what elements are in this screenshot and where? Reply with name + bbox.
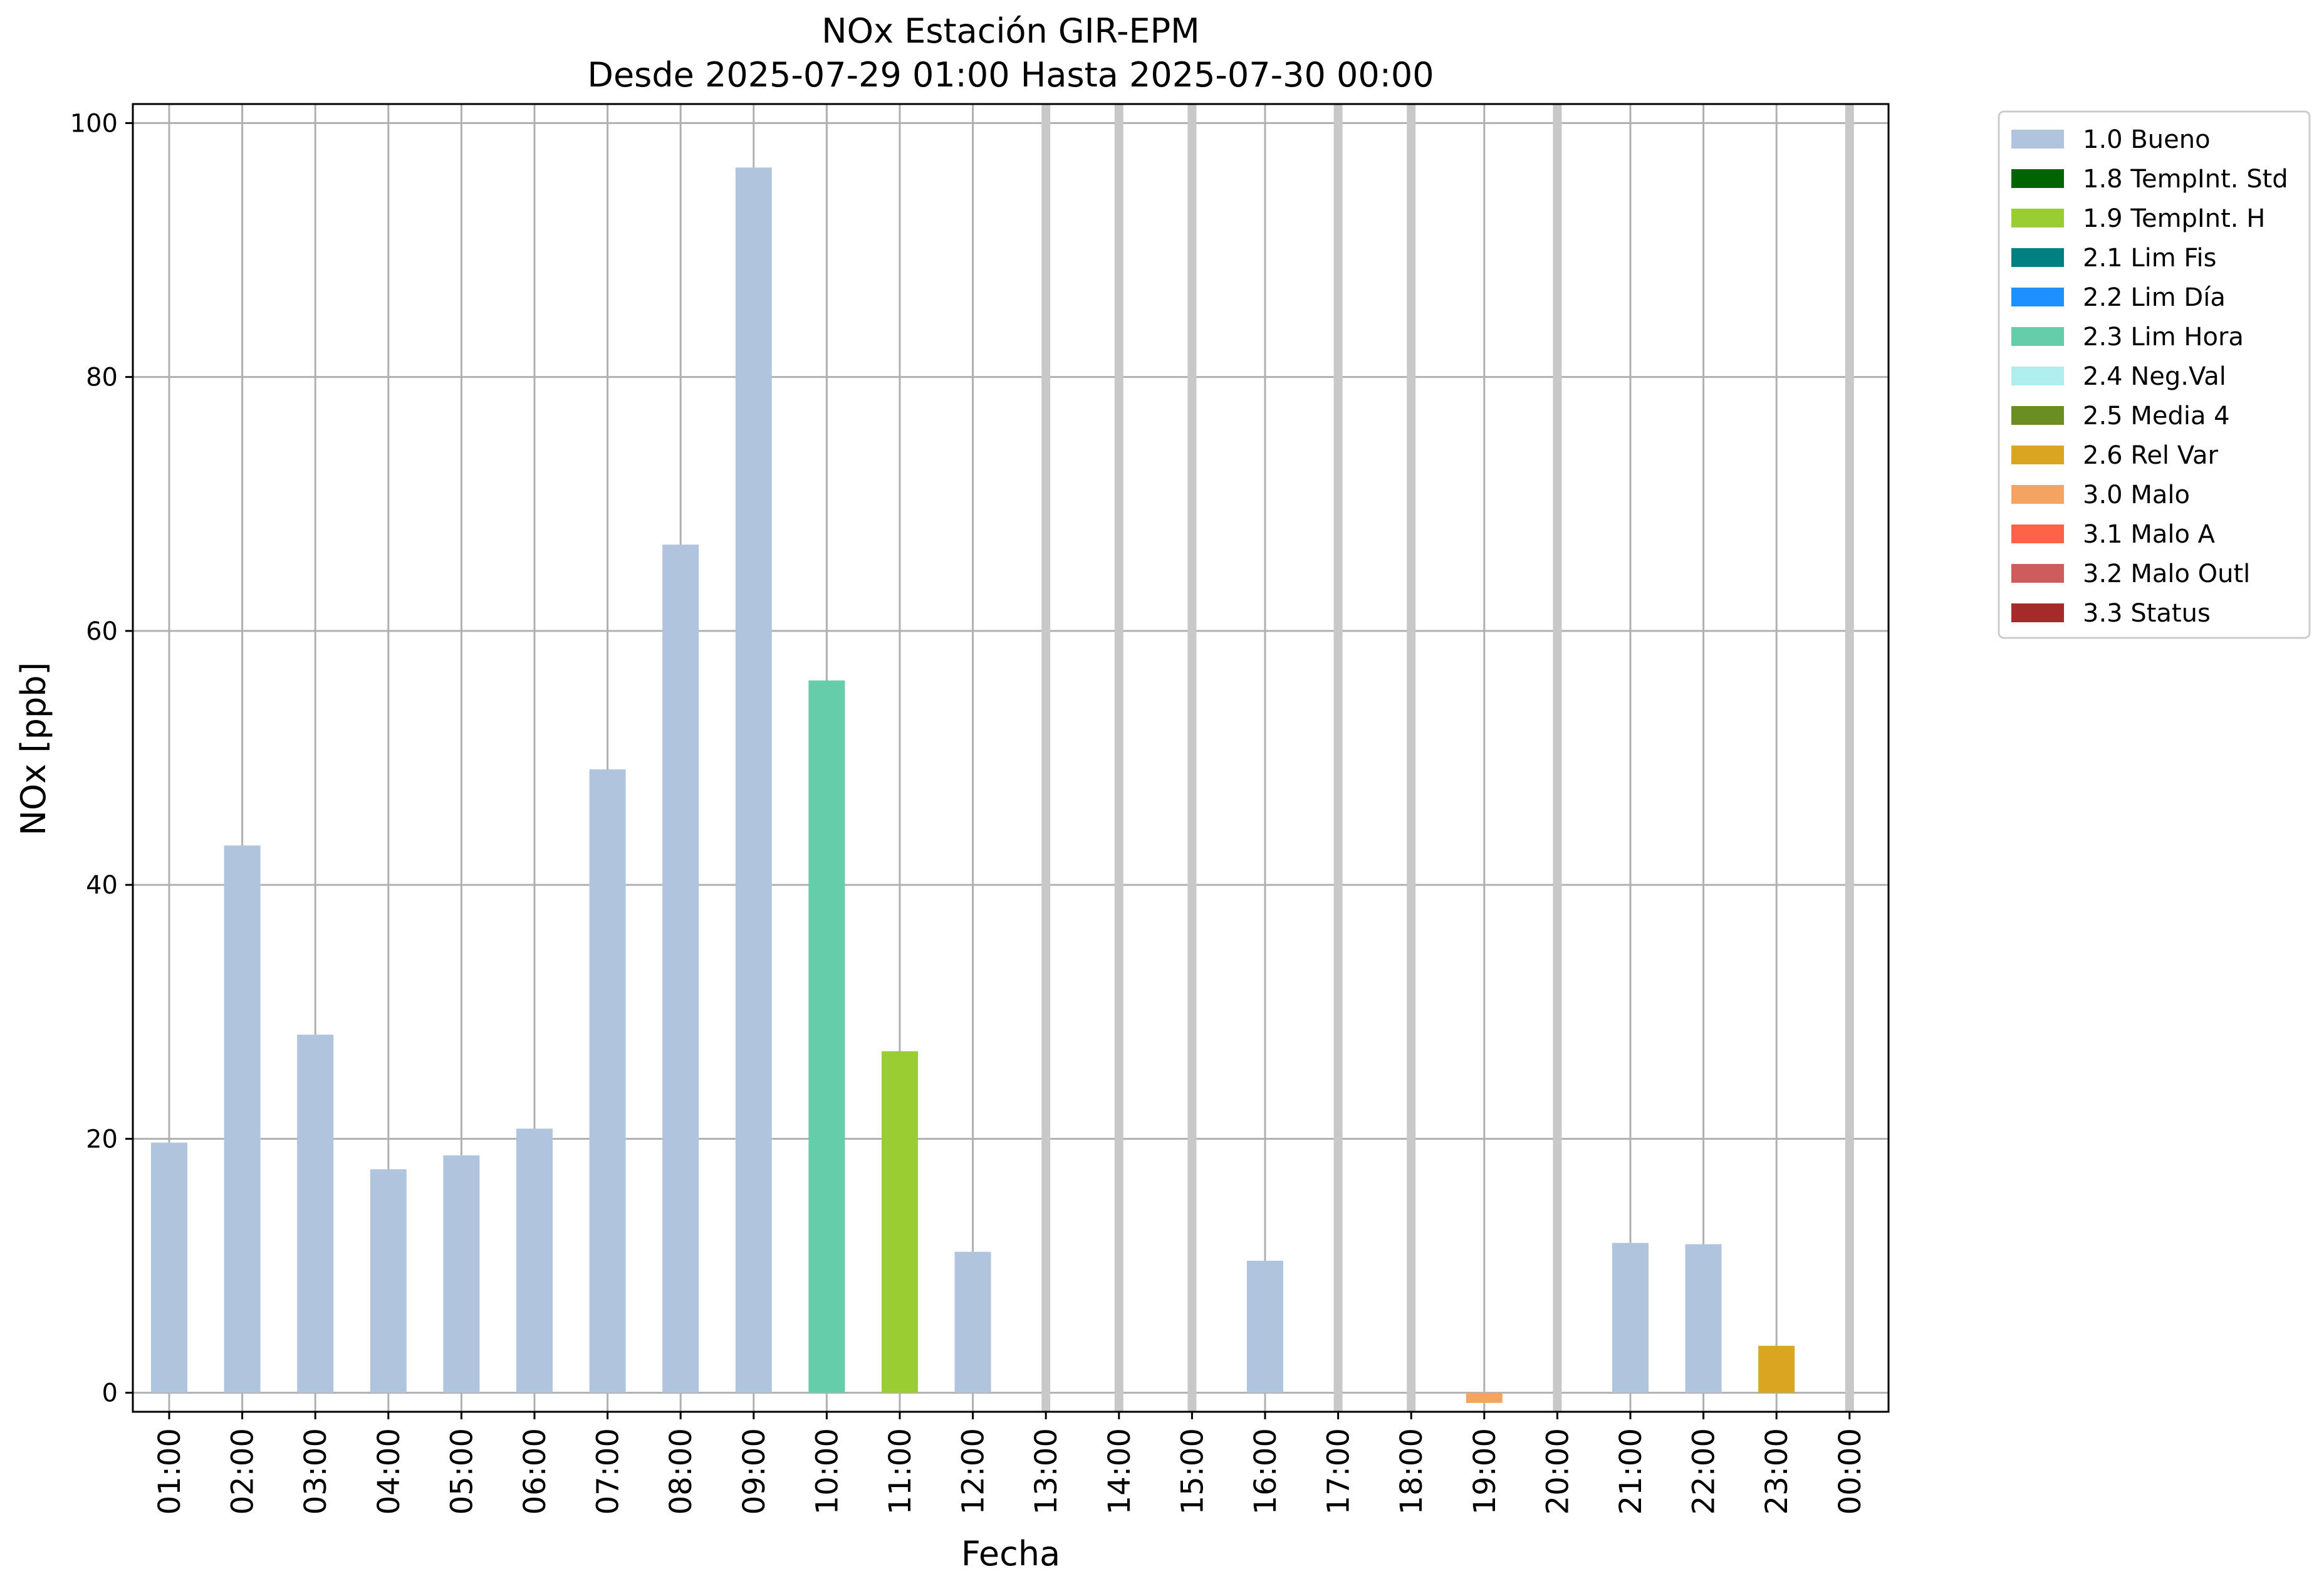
x-tick-label: 22:00 (1687, 1428, 1722, 1515)
bar-04:00 (370, 1169, 407, 1393)
x-tick-label: 19:00 (1467, 1428, 1503, 1515)
x-tick-label: 17:00 (1321, 1428, 1357, 1515)
bar-16:00 (1247, 1260, 1283, 1393)
x-tick-label: 20:00 (1540, 1428, 1575, 1515)
legend-label: 2.1 Lim Fis (2083, 244, 2216, 273)
plot-frame (132, 103, 1890, 1413)
y-ticks: 0 20 40 60 80 100 (70, 109, 133, 1408)
legend-label: 2.3 Lim Hora (2083, 323, 2244, 352)
bar-10:00 (808, 680, 845, 1393)
missing-data-marker (1333, 104, 1343, 1412)
y-tick-label: 60 (86, 617, 118, 646)
x-tick-label: 01:00 (152, 1428, 187, 1515)
y-tick-label: 20 (86, 1125, 118, 1154)
legend-swatch (2011, 130, 2064, 149)
missing-data-marker (1553, 104, 1562, 1412)
legend-swatch (2011, 564, 2064, 583)
legend-swatch (2011, 524, 2064, 543)
legend-label: 1.9 TempInt. H (2083, 204, 2265, 233)
legend-swatch (2011, 603, 2064, 622)
legend-label: 3.1 Malo A (2083, 520, 2216, 549)
bars (151, 167, 1795, 1403)
bar-06:00 (516, 1129, 553, 1393)
x-tick-label: 07:00 (591, 1428, 626, 1515)
x-tick-label: 11:00 (883, 1428, 918, 1515)
x-tick-label: 15:00 (1175, 1428, 1210, 1515)
bar-01:00 (151, 1142, 187, 1393)
bar-23:00 (1758, 1345, 1795, 1393)
bar-19:00 (1466, 1392, 1503, 1403)
legend-swatch (2011, 209, 2064, 227)
missing-data-marker (1114, 104, 1123, 1412)
legend-label: 2.5 Media 4 (2083, 402, 2230, 430)
bar-11:00 (882, 1051, 918, 1393)
legend-label: 2.6 Rel Var (2083, 441, 2219, 470)
bar-21:00 (1612, 1243, 1649, 1393)
bar-05:00 (443, 1155, 480, 1393)
legend-label: 1.8 TempInt. Std (2083, 165, 2288, 194)
y-tick-label: 0 (102, 1379, 118, 1408)
legend-label: 2.2 Lim Día (2083, 283, 2226, 312)
x-axis-label: Fecha (961, 1534, 1060, 1573)
y-tick-label: 40 (86, 871, 118, 900)
x-tick-label: 06:00 (518, 1428, 553, 1515)
bar-07:00 (589, 769, 626, 1393)
x-tick-label: 16:00 (1248, 1428, 1283, 1515)
x-tick-label: 04:00 (372, 1428, 407, 1515)
missing-data-marker (1187, 104, 1197, 1412)
legend-label: 3.2 Malo Outl (2083, 560, 2250, 588)
legend-swatch (2011, 485, 2064, 504)
x-tick-label: 10:00 (810, 1428, 845, 1515)
legend-label: 2.4 Neg.Val (2083, 362, 2226, 391)
bar-03:00 (297, 1035, 334, 1393)
missing-data-marker (1845, 104, 1854, 1412)
x-ticks: 01:00 02:00 03:00 04:00 05:00 06:00 07:00 08:00… (152, 1412, 1868, 1515)
missing-data-markers (1041, 104, 1854, 1412)
bar-09:00 (735, 167, 772, 1393)
bar-02:00 (224, 845, 261, 1393)
bar-22:00 (1685, 1244, 1722, 1393)
x-tick-label: 05:00 (444, 1428, 479, 1515)
legend-swatch (2011, 169, 2064, 188)
legend-swatch (2011, 446, 2064, 464)
y-axis-label: NOx [ppb] (14, 662, 53, 836)
x-tick-label: 00:00 (1833, 1428, 1868, 1515)
legend-label: 3.3 Status (2083, 599, 2211, 628)
x-tick-label: 02:00 (226, 1428, 261, 1515)
legend-label: 3.0 Malo (2083, 481, 2190, 509)
bar-08:00 (662, 545, 699, 1393)
chart-subtitle: Desde 2025-07-29 01:00 Hasta 2025-07-30 … (587, 55, 1434, 95)
x-tick-label: 18:00 (1394, 1428, 1429, 1515)
x-tick-label: 13:00 (1029, 1428, 1064, 1515)
x-tick-label: 23:00 (1759, 1428, 1795, 1515)
x-tick-label: 09:00 (737, 1428, 772, 1515)
missing-data-marker (1407, 104, 1416, 1412)
x-tick-label: 14:00 (1102, 1428, 1137, 1515)
missing-data-marker (1041, 104, 1051, 1412)
x-tick-label: 03:00 (298, 1428, 333, 1515)
y-tick-label: 100 (70, 109, 118, 138)
legend-swatch (2011, 367, 2064, 385)
legend-swatch (2011, 288, 2064, 306)
bar-12:00 (954, 1251, 991, 1393)
chart-title: NOx Estación GIR-EPM (821, 11, 1200, 51)
legend-swatch (2011, 327, 2064, 346)
y-tick-label: 80 (86, 363, 118, 392)
legend-swatch (2011, 248, 2064, 267)
legend-frame (1998, 110, 2311, 639)
legend: 1.0 Bueno 1.8 TempInt. Std 1.9 TempInt. H 2… (1998, 110, 2311, 639)
x-tick-label: 12:00 (956, 1428, 991, 1515)
x-tick-label: 21:00 (1613, 1428, 1649, 1515)
x-tick-label: 08:00 (664, 1428, 699, 1515)
legend-swatch (2011, 406, 2064, 425)
legend-label: 1.0 Bueno (2083, 125, 2211, 154)
